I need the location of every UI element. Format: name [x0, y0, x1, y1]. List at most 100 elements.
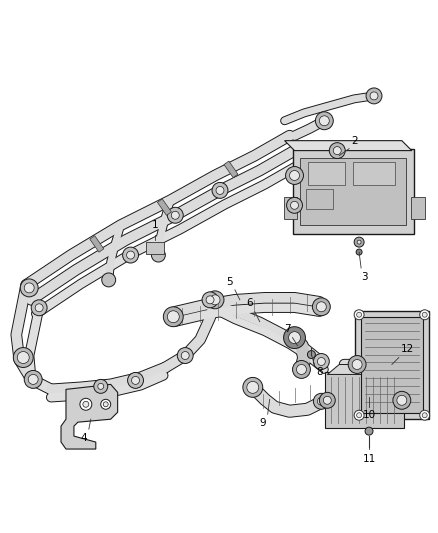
Circle shape [80, 398, 92, 410]
Text: 9: 9 [259, 418, 266, 428]
Text: 11: 11 [362, 454, 376, 464]
Circle shape [127, 373, 144, 389]
Circle shape [286, 197, 303, 213]
Circle shape [171, 211, 179, 219]
Circle shape [420, 310, 430, 320]
Circle shape [315, 112, 333, 130]
Bar [224, 161, 238, 177]
FancyBboxPatch shape [355, 311, 429, 419]
Circle shape [202, 292, 218, 308]
Text: 12: 12 [401, 344, 414, 353]
Circle shape [314, 353, 329, 369]
Circle shape [323, 397, 331, 404]
Circle shape [357, 312, 362, 317]
Circle shape [167, 207, 183, 223]
Bar [90, 236, 104, 252]
Circle shape [362, 164, 376, 177]
Circle shape [365, 427, 373, 435]
Circle shape [293, 360, 311, 378]
Circle shape [131, 376, 140, 384]
Circle shape [181, 352, 189, 360]
Circle shape [243, 377, 263, 397]
Circle shape [31, 300, 47, 316]
Circle shape [28, 375, 38, 384]
FancyBboxPatch shape [300, 158, 406, 225]
Circle shape [94, 379, 108, 393]
Text: 2: 2 [351, 135, 358, 146]
Circle shape [318, 358, 325, 366]
Circle shape [206, 296, 214, 304]
Circle shape [316, 302, 326, 312]
Circle shape [354, 237, 364, 247]
Circle shape [167, 311, 179, 322]
Circle shape [357, 413, 362, 418]
FancyBboxPatch shape [361, 317, 423, 413]
Circle shape [127, 251, 134, 259]
Circle shape [101, 399, 111, 409]
Text: 8: 8 [316, 367, 323, 377]
FancyBboxPatch shape [353, 161, 395, 185]
Circle shape [152, 248, 165, 262]
Circle shape [177, 348, 193, 364]
Text: 4: 4 [80, 433, 87, 443]
Circle shape [35, 304, 43, 312]
Circle shape [24, 283, 34, 293]
Circle shape [420, 410, 430, 420]
Circle shape [333, 147, 341, 155]
FancyBboxPatch shape [411, 197, 425, 219]
Circle shape [13, 348, 33, 367]
Circle shape [290, 201, 298, 209]
Circle shape [329, 143, 345, 158]
Circle shape [314, 393, 329, 409]
Circle shape [20, 279, 38, 297]
Circle shape [216, 187, 224, 195]
Circle shape [422, 312, 427, 317]
Text: 6: 6 [246, 298, 253, 308]
Circle shape [24, 370, 42, 389]
Circle shape [103, 402, 108, 407]
Circle shape [286, 166, 304, 184]
FancyBboxPatch shape [283, 197, 297, 219]
Circle shape [354, 410, 364, 420]
Text: 5: 5 [226, 277, 233, 287]
Circle shape [354, 310, 364, 320]
Circle shape [352, 360, 362, 369]
Circle shape [312, 298, 330, 316]
Polygon shape [285, 141, 412, 151]
FancyBboxPatch shape [146, 242, 164, 254]
Circle shape [366, 88, 382, 104]
Circle shape [83, 401, 89, 407]
Circle shape [397, 395, 407, 405]
Circle shape [318, 397, 325, 405]
Circle shape [319, 392, 335, 408]
Circle shape [393, 391, 411, 409]
Polygon shape [61, 384, 118, 449]
Text: 3: 3 [361, 272, 368, 282]
Circle shape [319, 116, 329, 126]
FancyBboxPatch shape [308, 161, 345, 185]
Text: 10: 10 [363, 410, 376, 420]
Circle shape [422, 413, 427, 418]
FancyBboxPatch shape [293, 149, 414, 234]
Circle shape [348, 356, 366, 374]
Circle shape [123, 247, 138, 263]
Circle shape [98, 383, 104, 389]
Text: 1: 1 [152, 220, 159, 230]
Circle shape [247, 382, 259, 393]
Circle shape [206, 291, 224, 309]
Circle shape [289, 332, 300, 344]
Circle shape [212, 182, 228, 198]
FancyBboxPatch shape [307, 189, 333, 209]
Circle shape [283, 327, 305, 349]
Polygon shape [327, 365, 414, 375]
Circle shape [290, 171, 300, 181]
Circle shape [357, 240, 361, 244]
Circle shape [17, 352, 29, 364]
Circle shape [210, 295, 220, 305]
Circle shape [163, 307, 183, 327]
FancyBboxPatch shape [325, 373, 404, 428]
Bar [157, 199, 171, 215]
Circle shape [356, 249, 362, 255]
Circle shape [307, 351, 315, 359]
Text: 7: 7 [284, 324, 290, 334]
